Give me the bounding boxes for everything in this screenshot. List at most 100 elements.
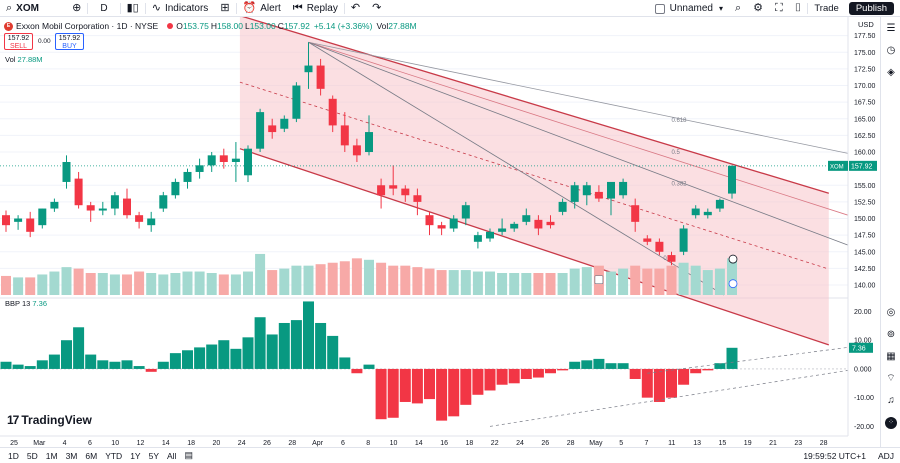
vol-value: 27.88M (388, 21, 417, 31)
templates-button[interactable]: ⊞ (214, 0, 235, 17)
price-tick-label: 170.00 (854, 83, 876, 90)
volume-bar (315, 264, 326, 295)
undo-button[interactable]: ↶ (345, 0, 366, 17)
volume-bar (243, 271, 253, 295)
replay-button[interactable]: ⏮ Replay (287, 0, 344, 17)
bbp-bar (218, 340, 230, 369)
interval-button[interactable]: D (88, 0, 119, 17)
alerts-clock-icon[interactable]: ◷ (886, 45, 896, 56)
timeframe-5y[interactable]: 5Y (148, 450, 159, 461)
watchlist-icon[interactable]: ☰ (886, 23, 896, 34)
buy-button[interactable]: 157.92 BUY (55, 33, 84, 50)
price-tick-label: 140.00 (854, 283, 876, 290)
bbp-bar (157, 361, 169, 369)
channel-upper-line (242, 17, 829, 194)
plus-circle-icon: ⊕ (72, 1, 82, 14)
timeframe-1y[interactable]: 1Y (130, 450, 141, 461)
volume-legend[interactable]: Vol 27.88M (5, 55, 43, 64)
candle-body (619, 181, 628, 196)
regression-channel[interactable]: 0.618 0.5 0.382 0 (239, 17, 849, 346)
settings-button[interactable]: ⚙ (747, 0, 769, 17)
indicators-button[interactable]: ∿ Indicators (146, 0, 215, 17)
calendar-icon[interactable]: ▦ (886, 351, 896, 362)
compass-icon[interactable]: ◎ (886, 307, 896, 318)
divider (87, 2, 89, 14)
timeframe-5d[interactable]: 5D (26, 450, 38, 461)
bbp-bar (557, 368, 569, 371)
volume-bar (436, 270, 447, 295)
candle-body (98, 208, 107, 211)
publish-button[interactable]: Publish (848, 2, 894, 15)
bell-icon[interactable]: ♫ (887, 395, 895, 406)
bbp-bar (472, 368, 484, 395)
volume-bar (448, 270, 459, 295)
candle-body (268, 125, 277, 133)
divergence-line (489, 370, 849, 427)
bbp-bar (278, 322, 290, 369)
broadcast-icon[interactable]: ⌔ (886, 373, 896, 384)
volume-bar (339, 261, 350, 295)
bbp-value-tag-label: 7.36 (852, 345, 866, 352)
time-tick-label: 24 (238, 440, 246, 447)
volume-bar (206, 273, 217, 295)
trade-button[interactable]: Trade (814, 3, 839, 14)
bbp-tick-label: 0.000 (854, 366, 872, 373)
price-tick-label: 147.50 (854, 233, 876, 240)
volume-bar (654, 268, 665, 295)
symbol-search[interactable]: ⌕ XOM (0, 0, 66, 17)
bbp-bar (690, 368, 702, 374)
bbp-bar (315, 322, 327, 369)
timeframe-1d[interactable]: 1D (8, 450, 19, 461)
clock[interactable]: 19:59:52 UTC+1 (803, 451, 866, 461)
candle-body (631, 205, 640, 222)
bbp-bar (387, 368, 399, 418)
date-range-icon[interactable]: ▤ (184, 450, 193, 460)
price-tick-label: 165.00 (854, 116, 876, 123)
time-tick-label: 6 (341, 440, 345, 447)
bbp-bar (496, 368, 508, 385)
volume-bar (109, 274, 120, 295)
timeframe-all[interactable]: All (167, 450, 177, 461)
candle-body (377, 185, 386, 196)
volume-bar (678, 262, 689, 295)
fib-label: 0.382 (672, 181, 688, 187)
sell-button[interactable]: 157.92 SELL (4, 33, 33, 50)
snapshot-button[interactable]: ⌷ (789, 0, 808, 17)
volume-bar (569, 268, 580, 295)
candle-body (26, 218, 35, 232)
candle-body (352, 145, 361, 156)
layout-selector[interactable]: Unnamed ▾ (649, 0, 729, 17)
volume-bar (218, 274, 229, 295)
alert-button[interactable]: ⏰ Alert (237, 0, 287, 17)
bbp-bar (520, 368, 532, 379)
candle-body (135, 215, 144, 222)
timeframe-ytd[interactable]: YTD (105, 450, 123, 461)
fullscreen-button[interactable]: ⛶ (769, 0, 789, 17)
search-icon: ⌕ (6, 1, 13, 14)
redo-button[interactable]: ↷ (366, 0, 387, 17)
compare-button[interactable]: ⊕ (66, 0, 87, 17)
time-tick-label: 22 (491, 440, 499, 447)
bbp-legend[interactable]: BBP 13 7.36 (5, 299, 47, 308)
layers-icon[interactable]: ◈ (887, 67, 895, 78)
adj-toggle[interactable]: ADJ (877, 451, 894, 461)
candle-body (219, 155, 228, 162)
candle-body (498, 228, 507, 232)
volume-value: 27.88M (17, 55, 43, 64)
timeframe-6m[interactable]: 6M (85, 450, 98, 461)
replay-icon: ⏮ (292, 1, 303, 14)
timeframe-3m[interactable]: 3M (65, 450, 78, 461)
quick-search-button[interactable]: ⌕ (729, 0, 747, 17)
chart-type-button[interactable]: ▮▯ (121, 0, 145, 17)
candle-body (328, 98, 337, 126)
help-icon[interactable]: ⁘ (885, 417, 897, 429)
candle-body (280, 118, 289, 129)
target-icon[interactable]: ⊚ (886, 329, 896, 340)
bbp-bar (605, 363, 617, 369)
timeframe-1m[interactable]: 1M (45, 450, 58, 461)
time-tick-label: 28 (820, 440, 828, 447)
volume-bar (61, 267, 72, 295)
candle-body (703, 211, 712, 216)
